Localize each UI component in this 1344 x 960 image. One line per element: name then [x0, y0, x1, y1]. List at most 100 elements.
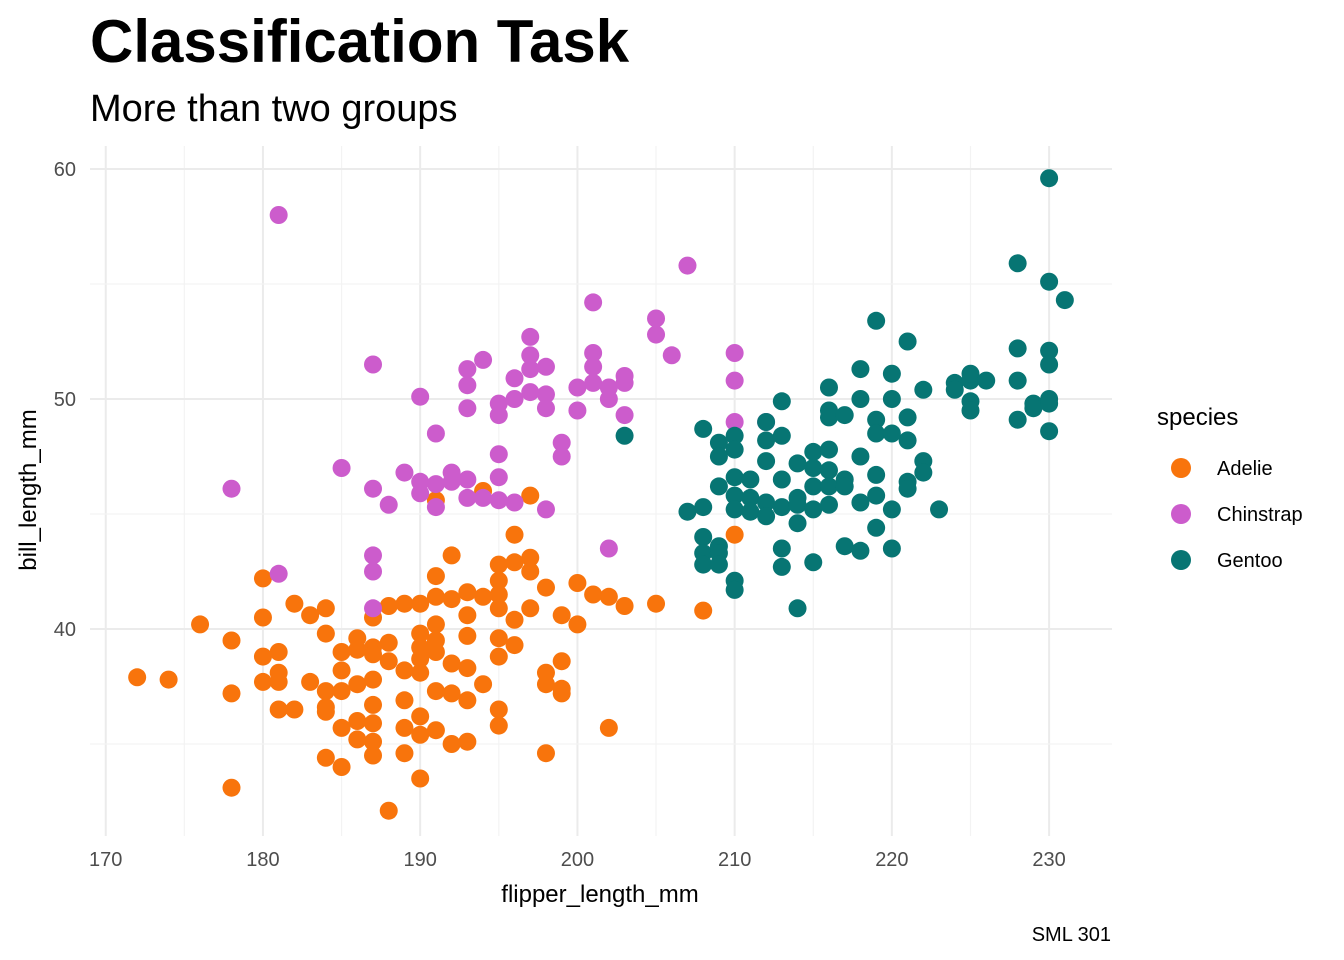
- data-point: [694, 601, 713, 620]
- data-point: [536, 500, 555, 519]
- data-point: [395, 744, 414, 763]
- legend-item-chinstrap: Chinstrap: [1171, 504, 1303, 526]
- data-point: [977, 371, 996, 390]
- data-point: [332, 643, 351, 661]
- data-point: [442, 472, 461, 491]
- data-point: [253, 608, 272, 627]
- plot-grid: [90, 146, 1112, 836]
- data-point: [599, 390, 618, 408]
- data-point: [552, 652, 571, 671]
- data-point: [647, 309, 666, 328]
- data-point: [1008, 254, 1027, 273]
- data-point: [269, 700, 288, 719]
- data-point: [316, 748, 335, 767]
- data-point: [584, 344, 603, 362]
- legend-item-gentoo: Gentoo: [1171, 550, 1283, 572]
- data-point: [521, 383, 540, 402]
- data-point: [521, 327, 540, 346]
- data-point: [159, 670, 178, 689]
- data-point: [867, 410, 886, 429]
- data-point: [725, 525, 744, 544]
- data-point: [867, 518, 886, 537]
- caption: SML 301: [1032, 924, 1111, 946]
- data-point: [615, 426, 634, 445]
- data-point: [1008, 410, 1027, 429]
- data-point: [269, 672, 288, 691]
- data-point: [426, 721, 445, 740]
- data-point: [851, 447, 870, 466]
- data-point: [489, 647, 508, 666]
- data-point: [301, 672, 320, 691]
- data-point: [332, 718, 351, 737]
- data-point: [867, 311, 886, 330]
- data-point: [332, 661, 351, 680]
- data-point: [867, 486, 886, 505]
- data-point: [804, 442, 823, 461]
- data-point: [364, 746, 383, 765]
- data-point: [568, 378, 587, 397]
- data-point: [757, 431, 776, 450]
- data-point: [536, 578, 555, 597]
- data-point: [552, 433, 571, 452]
- data-point: [536, 675, 555, 694]
- data-point: [489, 491, 508, 510]
- data-point: [536, 744, 555, 763]
- data-point: [395, 661, 414, 680]
- data-point: [647, 325, 666, 344]
- data-point: [1040, 422, 1059, 441]
- y-axis-ticks: 40 50 60: [54, 159, 76, 641]
- data-point: [867, 465, 886, 484]
- legend-key: [1171, 458, 1191, 478]
- x-tick-label: 220: [875, 849, 908, 871]
- data-point: [379, 801, 398, 820]
- data-point: [584, 357, 603, 376]
- data-point: [316, 682, 335, 701]
- data-point: [253, 647, 272, 666]
- data-point: [552, 684, 571, 703]
- data-point: [662, 346, 681, 365]
- data-point: [757, 507, 776, 526]
- data-point: [379, 652, 398, 671]
- data-point: [772, 539, 791, 558]
- data-point: [725, 426, 744, 445]
- data-point: [788, 599, 807, 618]
- data-point: [835, 406, 854, 425]
- data-point: [914, 463, 933, 482]
- data-point: [332, 459, 351, 477]
- y-tick-label: 50: [54, 389, 76, 411]
- data-point: [757, 493, 776, 512]
- y-tick-label: 60: [54, 159, 76, 181]
- data-point: [458, 606, 477, 625]
- data-point: [426, 424, 445, 443]
- data-point: [898, 332, 917, 351]
- data-point: [253, 569, 272, 588]
- data-point: [316, 702, 335, 721]
- data-point: [851, 493, 870, 512]
- legend-label: Adelie: [1217, 458, 1273, 480]
- data-point: [867, 424, 886, 443]
- data-point: [788, 495, 807, 514]
- data-point: [332, 758, 351, 776]
- x-tick-label: 200: [561, 849, 594, 871]
- data-point: [819, 440, 838, 459]
- data-point: [458, 360, 477, 379]
- data-point: [489, 555, 508, 574]
- data-point: [489, 585, 508, 604]
- chart-title: Classification Task: [90, 8, 630, 75]
- data-point: [741, 502, 760, 521]
- data-point: [788, 514, 807, 533]
- data-point: [458, 583, 477, 602]
- data-point: [772, 498, 791, 517]
- data-point: [1040, 169, 1059, 188]
- data-point: [364, 732, 383, 751]
- data-point: [191, 615, 210, 634]
- data-point: [568, 401, 587, 420]
- data-point: [474, 488, 493, 507]
- data-point: [835, 537, 854, 556]
- data-point: [426, 615, 445, 634]
- data-point: [458, 470, 477, 489]
- x-tick-label: 180: [246, 849, 279, 871]
- data-point: [819, 408, 838, 427]
- data-point: [1055, 291, 1074, 310]
- data-point: [411, 484, 430, 503]
